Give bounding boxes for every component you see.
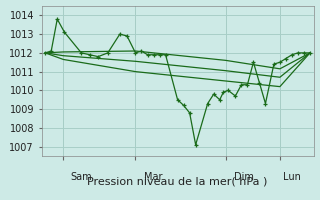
Text: Lun: Lun bbox=[283, 172, 301, 182]
Text: Sam: Sam bbox=[70, 172, 92, 182]
Text: Dim: Dim bbox=[234, 172, 254, 182]
Text: Mar: Mar bbox=[144, 172, 163, 182]
X-axis label: Pression niveau de la mer( hPa ): Pression niveau de la mer( hPa ) bbox=[87, 176, 268, 186]
